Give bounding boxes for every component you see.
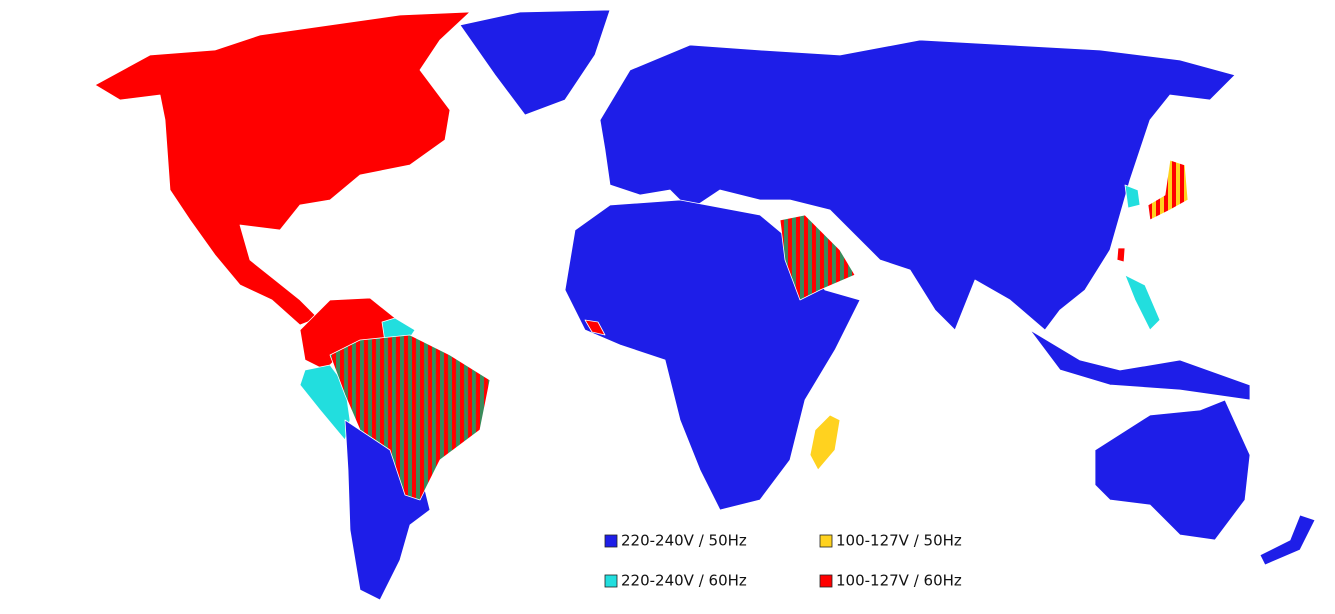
indonesia: [1029, 329, 1251, 401]
taiwan: [1116, 247, 1126, 263]
eurasia: [599, 39, 1236, 331]
legend-swatch: [604, 534, 618, 548]
africa: [564, 199, 861, 511]
brazil: [329, 334, 491, 501]
legend-swatch: [819, 534, 833, 548]
north-america: [94, 11, 471, 326]
japan: [1147, 159, 1189, 221]
madagascar: [809, 414, 841, 471]
new-zealand: [1259, 514, 1316, 566]
legend-swatch: [819, 574, 833, 588]
korea: [1124, 184, 1141, 209]
legend-swatch: [604, 574, 618, 588]
greenland: [459, 9, 611, 116]
regions: [94, 9, 1316, 601]
australia: [1094, 399, 1251, 541]
saudi-arabia: [779, 214, 856, 301]
legend-label: 220-240V / 60Hz: [621, 572, 747, 590]
legend: 220-240V / 50Hz 100-127V / 50Hz 220-240V /…: [604, 532, 962, 590]
liberia: [584, 319, 606, 336]
legend-label: 100-127V / 60Hz: [836, 572, 962, 590]
legend-label: 220-240V / 50Hz: [621, 532, 747, 550]
philippines: [1124, 274, 1161, 331]
legend-label: 100-127V / 50Hz: [836, 532, 962, 550]
